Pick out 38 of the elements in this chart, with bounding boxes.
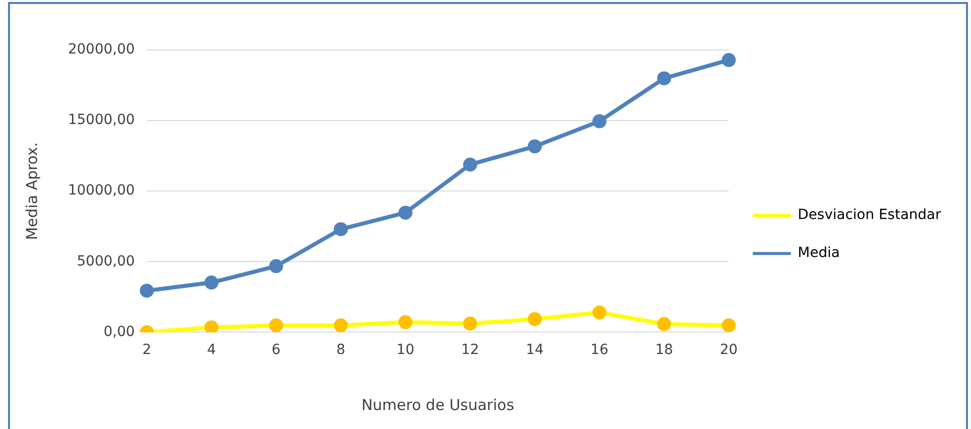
- x-tick-label: 4: [207, 342, 216, 358]
- y-tick-label: 20000,00: [68, 42, 135, 58]
- x-tick-label: 12: [461, 342, 480, 358]
- point: [657, 317, 672, 332]
- point: [463, 158, 478, 172]
- y-tick-label: 15000,00: [68, 112, 135, 128]
- point: [204, 320, 218, 332]
- point: [398, 315, 412, 330]
- x-tick-label: 8: [336, 342, 346, 358]
- point: [269, 259, 284, 274]
- x-tick-label: 20: [720, 342, 738, 358]
- point: [269, 318, 284, 332]
- point: [528, 312, 542, 326]
- point: [722, 318, 736, 332]
- x-tick-label: 2: [142, 342, 152, 358]
- point: [140, 284, 154, 298]
- y-tick-label: 0,00: [104, 324, 135, 340]
- point: [722, 53, 736, 68]
- y-tick-label: 10000,00: [68, 182, 135, 199]
- legend-label: Desviacion Estandar: [798, 207, 942, 224]
- point: [463, 316, 478, 331]
- point: [398, 206, 412, 220]
- legend-label: Media: [798, 245, 840, 262]
- y-tick-label: 5000,00: [76, 253, 135, 270]
- point: [528, 139, 542, 154]
- x-axis-title: Numero de Usuarios: [361, 396, 514, 414]
- point: [334, 318, 348, 332]
- x-tick-label: 16: [590, 342, 608, 358]
- y-axis-title: Media Aprox.: [22, 142, 41, 240]
- point: [334, 222, 348, 236]
- point: [592, 305, 606, 320]
- point: [204, 276, 218, 290]
- point: [657, 71, 672, 86]
- x-tick-label: 14: [526, 342, 544, 358]
- x-tick-label: 18: [655, 342, 674, 358]
- x-tick-label: 6: [272, 342, 281, 358]
- x-tick-label: 10: [396, 342, 414, 358]
- point: [592, 114, 606, 128]
